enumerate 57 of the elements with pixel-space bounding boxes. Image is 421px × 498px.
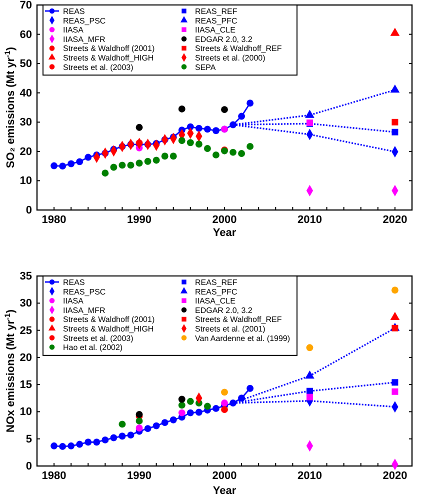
x-tick-label: 2000 (212, 214, 237, 226)
y-tick-label: 70 (20, 0, 32, 12)
legend-label: IIASA_MFR (63, 306, 106, 315)
legend-label: Streets et al. (2001) (195, 324, 266, 334)
x-axis-title: Year (212, 485, 237, 497)
legend-label: EDGAR 2.0, 3.2 (195, 34, 253, 44)
legend-label: IIASA_CLE (195, 26, 236, 35)
y-tick-label: 25 (20, 324, 32, 337)
legend-label: Streets & Waldhoff_HIGH (63, 54, 154, 62)
legend-label: Streets & Waldhoff_HIGH (63, 324, 154, 334)
legend-label: REAS_PSC (63, 16, 106, 26)
legend-label: Streets et al. (2003) (63, 62, 134, 72)
x-tick-label: 1990 (127, 470, 152, 482)
y-tick-label: 15 (20, 379, 32, 392)
legend-label: SEPA (195, 62, 216, 72)
legend-label: REAS_PFC (195, 16, 238, 26)
x-tick-label: 2010 (297, 214, 322, 226)
y-tick-label: 30 (20, 298, 32, 310)
y-tick-label: 20 (20, 146, 32, 158)
x-axis-title: Year (212, 227, 237, 239)
legend-label: Streets & Waldhoff (2001) (63, 315, 155, 324)
legend-label: Streets et al. (2003) (63, 334, 134, 343)
y-tick-label: 5 (26, 433, 32, 446)
legend-label: REAS_REF (195, 278, 238, 287)
legend-label: Van Aardenne et al. (1999) (195, 334, 290, 343)
legend-label: REAS_PSC (63, 287, 106, 296)
y-tick-label: 0 (26, 204, 32, 217)
legend-label: Streets & Waldhoff_REF (195, 315, 282, 324)
y-tick-label: 35 (20, 270, 32, 283)
x-tick-label: 1990 (127, 214, 152, 226)
legend-label: Streets & Waldhoff_REF (195, 44, 282, 54)
legend-label: Streets et al. (2000) (195, 54, 266, 62)
y-tick-label: 60 (20, 28, 32, 41)
x-tick-label: 1980 (42, 214, 66, 226)
y-tick-label: 10 (20, 406, 32, 418)
legend-label: IIASA (63, 26, 84, 35)
y-tick-label: 10 (20, 175, 32, 188)
x-tick-label: 2010 (297, 470, 322, 482)
y-tick-label: 0 (26, 460, 32, 473)
legend-label: IIASA (63, 296, 84, 306)
legend-label: REAS (63, 7, 85, 16)
x-tick-label: 2020 (382, 214, 408, 226)
legend-label: REAS_PFC (195, 287, 238, 296)
x-tick-label: 2020 (382, 470, 408, 482)
legend-label: REAS (63, 278, 85, 287)
y-tick-label: 30 (20, 116, 32, 129)
legend-label: REAS_REF (195, 7, 238, 16)
y-tick-label: 40 (20, 87, 32, 100)
legend-label: Hao et al. (2002) (63, 343, 123, 352)
legend-label: Streets & Waldhoff (2001) (63, 44, 155, 54)
legend-label: EDGAR 2.0, 3.2 (195, 306, 253, 315)
legend-label: IIASA_CLE (195, 296, 236, 306)
legend-label: IIASA_MFR (63, 34, 106, 44)
x-tick-label: 1980 (42, 470, 66, 482)
y-tick-label: 50 (20, 58, 32, 70)
x-tick-label: 2000 (212, 470, 237, 482)
y-tick-label: 20 (20, 352, 32, 364)
